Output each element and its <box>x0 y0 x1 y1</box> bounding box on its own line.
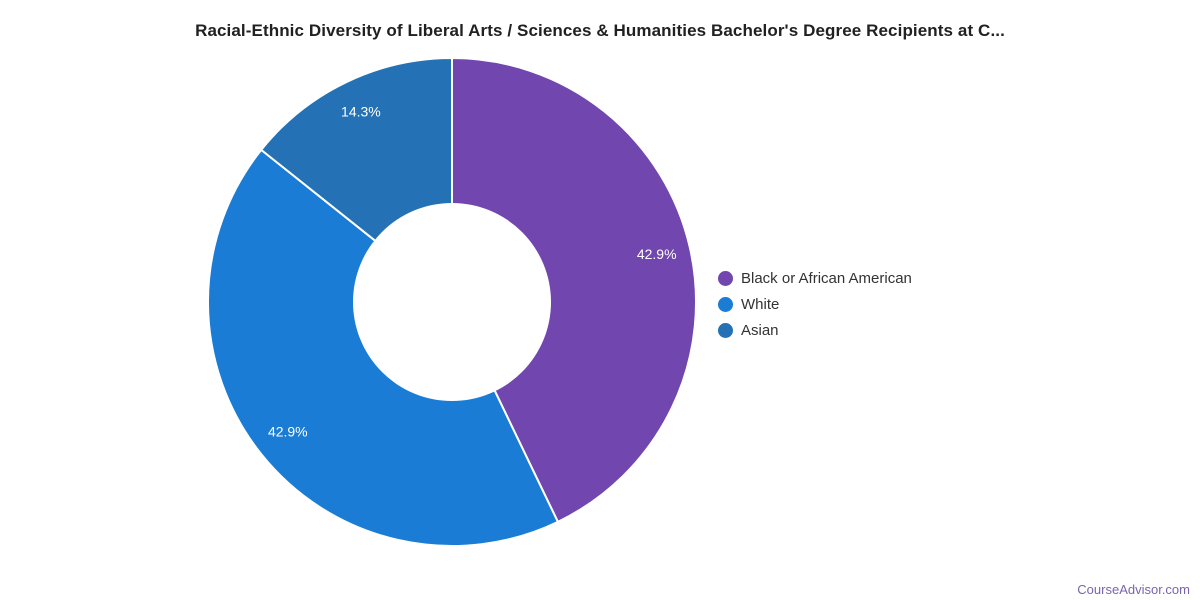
legend-label: White <box>741 295 780 313</box>
legend-item-asian: Asian <box>718 317 912 343</box>
legend-item-black-or-african-american: Black or African American <box>718 265 912 291</box>
legend-swatch <box>718 322 733 338</box>
legend-swatch <box>718 296 733 312</box>
pie-slice-black-or-african-american[interactable] <box>451 56 697 524</box>
legend-swatch <box>718 270 733 286</box>
legend-label: Asian <box>741 321 779 339</box>
slice-label: 42.9% <box>268 424 308 440</box>
slice-label: 14.3% <box>341 104 381 120</box>
slice-label: 42.9% <box>637 246 677 262</box>
chart-title: Racial-Ethnic Diversity of Liberal Arts … <box>195 21 1005 40</box>
legend-label: Black or African American <box>741 269 912 287</box>
chart-legend: Black or African American White Asian <box>718 265 912 343</box>
donut-hole <box>353 203 551 401</box>
courseadvisor-link[interactable]: CourseAdvisor.com <box>1077 582 1190 597</box>
legend-item-white: White <box>718 291 912 317</box>
